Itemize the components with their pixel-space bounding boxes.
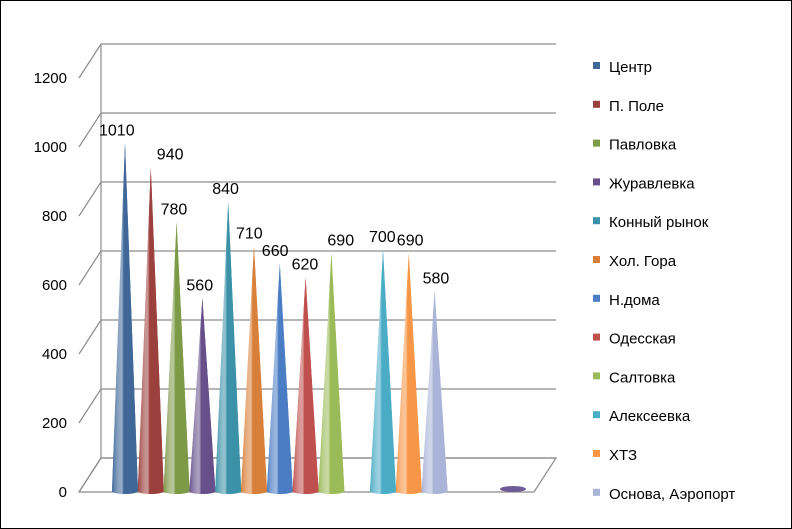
data-label-н-дома: 660 xyxy=(262,243,289,260)
legend-label: Конный рынок xyxy=(609,214,709,231)
cone-хол-гора xyxy=(241,246,267,494)
legend-label: Павловка xyxy=(609,137,677,154)
legend-item-основа-аэропорт: Основа, Аэропорт xyxy=(593,486,735,503)
cone-салтовка xyxy=(318,253,345,495)
legend-item-хол-гора: Хол. Гора xyxy=(593,253,677,270)
cone-shading xyxy=(421,291,448,495)
legend-item-п-поле: П. Поле xyxy=(593,98,664,115)
y-tick-label: 0 xyxy=(59,484,67,501)
cone-shading xyxy=(266,263,293,495)
legend-swatch xyxy=(593,139,600,147)
data-label-хол-гора: 710 xyxy=(236,226,263,243)
gridline-side xyxy=(78,181,102,217)
legend-label: Основа, Аэропорт xyxy=(609,486,735,503)
y-tick-label: 200 xyxy=(42,415,67,432)
legend-item-хтз: ХТЗ xyxy=(593,447,637,464)
data-label-салтовка: 690 xyxy=(327,233,354,250)
cone-конный-рынок xyxy=(215,201,242,495)
gridline-side xyxy=(78,388,102,424)
legend-label: Одесская xyxy=(609,331,676,348)
cone-shading xyxy=(292,277,319,495)
legend-label: Салтовка xyxy=(609,369,676,386)
data-label-павловка: 780 xyxy=(161,202,188,219)
legend-swatch xyxy=(593,294,600,302)
data-label-хтз: 690 xyxy=(397,233,424,250)
y-axis: 0 200 400 600 800 1000 1200 xyxy=(34,70,67,501)
cone-shading xyxy=(395,253,422,495)
cone-одесская xyxy=(292,277,319,495)
legend-swatch xyxy=(593,62,600,69)
plot-area xyxy=(112,143,526,495)
legend-swatch xyxy=(593,333,600,341)
legend-item-конный-рынок: Конный рынок xyxy=(593,214,709,231)
cone-павловка xyxy=(163,222,190,495)
cone-основа-аэропорт xyxy=(421,291,448,495)
legend-swatch xyxy=(593,100,600,108)
cone-shading xyxy=(318,253,345,495)
legend-label: ХТЗ xyxy=(609,447,637,464)
data-label-одесская: 620 xyxy=(292,257,319,274)
legend-swatch xyxy=(593,178,600,186)
legend-item-салтовка: Салтовка xyxy=(593,369,676,386)
legend-label: Центр xyxy=(609,59,652,76)
y-tick-label: 1200 xyxy=(34,70,67,87)
legend-label: Н.дома xyxy=(609,292,660,309)
legend-swatch xyxy=(593,217,600,225)
legend-label: Хол. Гора xyxy=(609,253,677,270)
data-label-центр: 1010 xyxy=(99,122,135,139)
cone-shading xyxy=(215,201,242,495)
cone-shading xyxy=(189,298,216,495)
gridline-side xyxy=(78,43,102,79)
cone-shading xyxy=(241,246,267,494)
data-label-алексеевка: 700 xyxy=(369,229,396,246)
gridline-side xyxy=(78,250,102,286)
legend-item-одесская: Одесская xyxy=(593,331,676,348)
data-label-журавлевка: 560 xyxy=(186,277,213,294)
legend: Центр П. Поле Павловка Журавлевка Конный рын… xyxy=(593,59,735,503)
gridline-side xyxy=(78,112,102,148)
cone-журавлевка xyxy=(189,298,216,495)
legend-label: Алексеевка xyxy=(609,408,691,425)
cone-алексеевка xyxy=(370,250,396,494)
y-tick-label: 600 xyxy=(42,277,67,294)
y-tick-label: 400 xyxy=(42,346,67,363)
legend-item-центр: Центр xyxy=(593,59,652,76)
cone-shading xyxy=(370,250,396,494)
legend-swatch xyxy=(593,450,600,457)
legend-item-алексеевка: Алексеевка xyxy=(593,408,691,425)
cone-shading xyxy=(163,222,190,495)
cone-н-дома xyxy=(266,263,293,495)
y-tick-label: 800 xyxy=(42,208,67,225)
legend-swatch xyxy=(593,488,600,496)
cone-shading xyxy=(112,143,138,494)
legend-swatch xyxy=(593,411,600,419)
data-label-основа-аэропорт: 580 xyxy=(423,270,450,287)
cone-shading xyxy=(137,167,164,495)
cone-хтз xyxy=(395,253,422,495)
legend-item-павловка: Павловка xyxy=(593,137,677,154)
legend-swatch xyxy=(593,256,600,263)
cone-п-поле xyxy=(137,167,164,495)
data-label-конный-рынок: 840 xyxy=(212,181,239,198)
data-label-п-поле: 940 xyxy=(157,146,184,163)
empty-category-marker xyxy=(500,486,526,492)
legend-item-журавлевка: Журавлевка xyxy=(593,175,695,192)
y-tick-label: 1000 xyxy=(34,139,67,156)
cone-центр xyxy=(112,143,138,494)
legend-item-н-дома: Н.дома xyxy=(593,292,660,309)
legend-label: П. Поле xyxy=(609,98,664,115)
legend-swatch xyxy=(593,372,600,380)
gridline-side xyxy=(78,319,102,355)
legend-label: Журавлевка xyxy=(609,175,695,192)
